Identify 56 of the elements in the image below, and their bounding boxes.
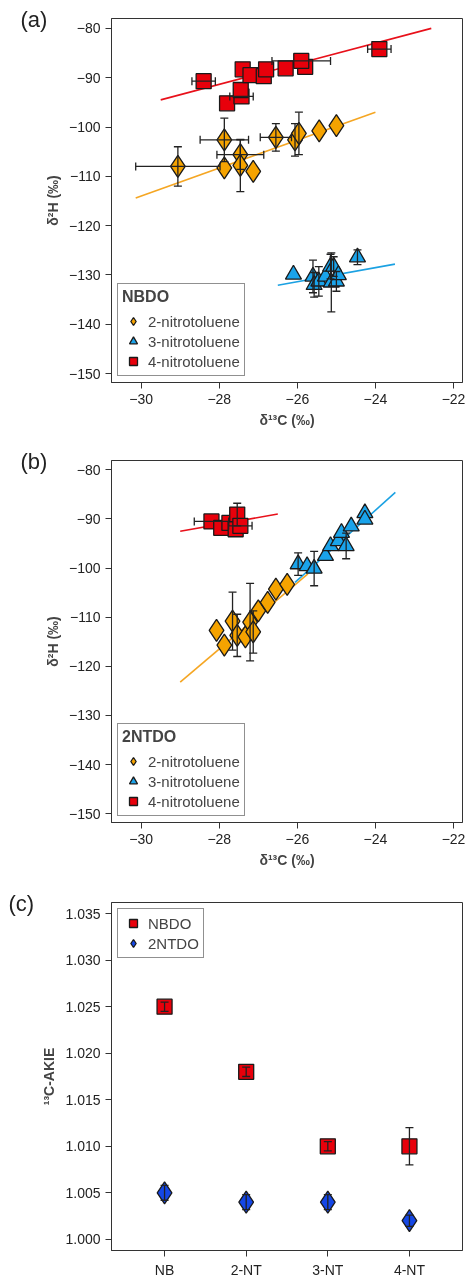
legend-label: 4-nitrotoluene — [148, 792, 240, 810]
x-tick-label: −26 — [285, 390, 310, 407]
x-tick-label: −24 — [363, 390, 388, 407]
y-tick-label: −120 — [68, 217, 101, 234]
x-axis-title: δ¹³C (‰) — [259, 411, 315, 428]
y-axis-title: δ²H (‰) — [44, 175, 61, 226]
y-tick-label: 1.025 — [65, 998, 101, 1015]
y-tick-label: 1.010 — [65, 1138, 101, 1155]
y-tick-label: −140 — [68, 316, 101, 333]
x-tick-label: −30 — [129, 830, 154, 847]
y-tick-label: −150 — [68, 805, 101, 822]
y-tick-label: −110 — [70, 168, 101, 185]
y-tick-label: −140 — [68, 756, 101, 773]
legend-label: 4-nitrotoluene — [148, 352, 240, 370]
x-tick-label: −30 — [129, 390, 154, 407]
text: (c) — [8, 890, 35, 916]
x-tick-label: 2-NT — [230, 1261, 263, 1278]
legend-label: 3-nitrotoluene — [148, 332, 240, 350]
y-tick-label: −80 — [76, 461, 101, 478]
legend-title: 2NTDO — [122, 728, 178, 746]
y-tick-label: 1.035 — [65, 905, 101, 922]
y-tick-label: 1.005 — [65, 1184, 101, 1201]
y-tick-label: −120 — [68, 658, 101, 675]
x-tick-label: 3-NT — [312, 1261, 344, 1278]
legend-label: 2NTDO — [148, 934, 199, 952]
y-tick-label: −90 — [76, 69, 101, 86]
x-tick-label: −26 — [285, 830, 310, 847]
legend-title: NBDO — [122, 288, 171, 306]
y-axis-title: δ²H (‰) — [44, 616, 61, 667]
y-tick-label: 1.000 — [65, 1231, 101, 1248]
x-tick-label: −28 — [207, 830, 232, 847]
y-tick-label: −110 — [70, 609, 101, 626]
y-tick-label: 1.020 — [65, 1045, 101, 1062]
y-tick-label: −130 — [68, 266, 101, 283]
x-tick-label: −28 — [207, 390, 232, 407]
legend-label: 2-nitrotoluene — [148, 312, 240, 330]
text: (a) — [20, 6, 48, 32]
y-tick-label: −90 — [76, 510, 101, 527]
legend-label: NBDO — [148, 914, 192, 932]
y-tick-label: −150 — [68, 365, 101, 382]
y-tick-label: −100 — [68, 560, 101, 577]
x-tick-label: NB — [154, 1261, 175, 1278]
x-tick-label: −22 — [441, 390, 466, 407]
y-tick-label: 1.030 — [65, 952, 101, 969]
x-tick-label: −24 — [363, 830, 388, 847]
y-tick-label: −100 — [68, 119, 101, 136]
x-tick-label: 4-NT — [393, 1261, 426, 1278]
x-axis-title: δ¹³C (‰) — [259, 851, 315, 868]
y-tick-label: −130 — [68, 707, 101, 724]
legend-label: 2-nitrotoluene — [148, 752, 240, 770]
y-axis-title: ¹³C-AKIE — [41, 1047, 58, 1106]
y-tick-label: 1.015 — [65, 1091, 101, 1108]
x-tick-label: −22 — [441, 830, 466, 847]
legend-label: 3-nitrotoluene — [148, 772, 240, 790]
y-tick-label: −80 — [76, 20, 101, 37]
text: (b) — [20, 448, 48, 474]
